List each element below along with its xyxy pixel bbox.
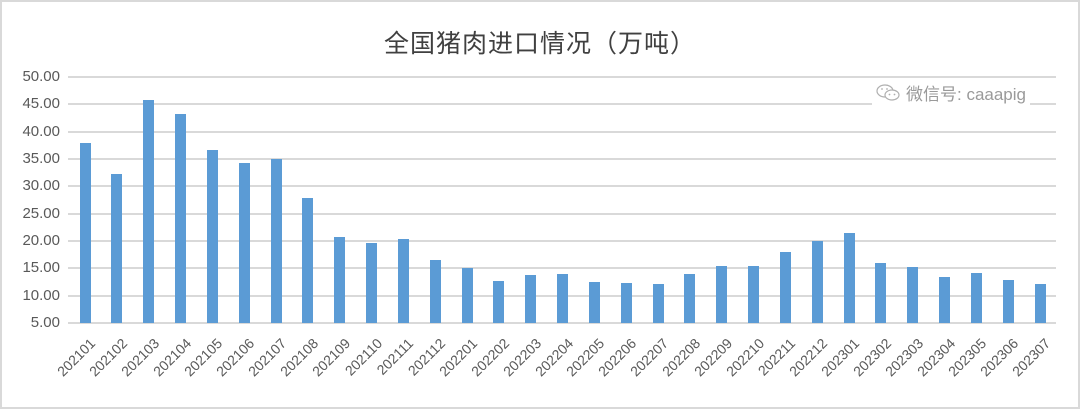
bar-202205 (588, 282, 600, 323)
bar-202302 (875, 262, 887, 323)
bar-202111 (397, 239, 409, 323)
y-tick-label: 10.00 (22, 286, 60, 304)
y-tick-label: 20.00 (22, 232, 60, 249)
bar-202301 (843, 233, 855, 323)
chart-title: 全国猪肉进口情况（万吨） (383, 29, 696, 58)
y-tick-label: 15.00 (22, 259, 60, 277)
bar-202303 (907, 267, 919, 323)
y-tick-label: 5.00 (30, 314, 60, 331)
bar-202207 (652, 284, 664, 323)
gridline (68, 103, 1056, 106)
bar-202105 (206, 150, 218, 323)
bar-202104 (175, 114, 186, 323)
bar-202102 (111, 174, 123, 323)
y-tick-label: 25.00 (22, 204, 60, 222)
gridline (68, 76, 1056, 78)
bar-202211 (779, 251, 791, 323)
bar-202210 (748, 265, 759, 323)
y-tick-label: 45.00 (22, 95, 60, 113)
bar-202206 (620, 283, 632, 323)
bar-202101 (79, 143, 91, 323)
y-tick-label: 35.00 (22, 150, 60, 167)
watermark-text: 微信号: caaapig (906, 85, 1026, 104)
bar-202110 (366, 243, 377, 323)
bar-202108 (302, 198, 314, 323)
bar-202208 (684, 273, 696, 323)
bar-202306 (1002, 279, 1014, 323)
bar-202212 (811, 241, 823, 323)
y-tick-label: 40.00 (22, 122, 60, 140)
bar-202305 (970, 273, 982, 323)
gridline (68, 158, 1056, 160)
gridline (68, 212, 1056, 215)
bar-202209 (716, 266, 728, 323)
watermark: 微信号: caaapig (872, 80, 1030, 105)
y-tick-label: 50.00 (22, 68, 60, 85)
gridline (68, 130, 1056, 133)
bar-202307 (1034, 284, 1046, 323)
bar-202103 (143, 99, 155, 323)
bar-202109 (334, 236, 346, 323)
bar-202107 (270, 159, 282, 323)
bar-202202 (493, 280, 505, 323)
gridline (68, 322, 1056, 324)
y-tick-label: 30.00 (22, 177, 60, 195)
bar-202203 (525, 274, 537, 323)
bar-202106 (238, 162, 250, 323)
bar-202112 (429, 259, 441, 323)
bar-202204 (557, 273, 568, 323)
wechat-icon (876, 83, 900, 102)
bar-202201 (461, 268, 473, 323)
gridline (68, 185, 1056, 188)
gridline (68, 267, 1056, 270)
gridline (68, 240, 1056, 242)
bar-202304 (939, 277, 950, 323)
